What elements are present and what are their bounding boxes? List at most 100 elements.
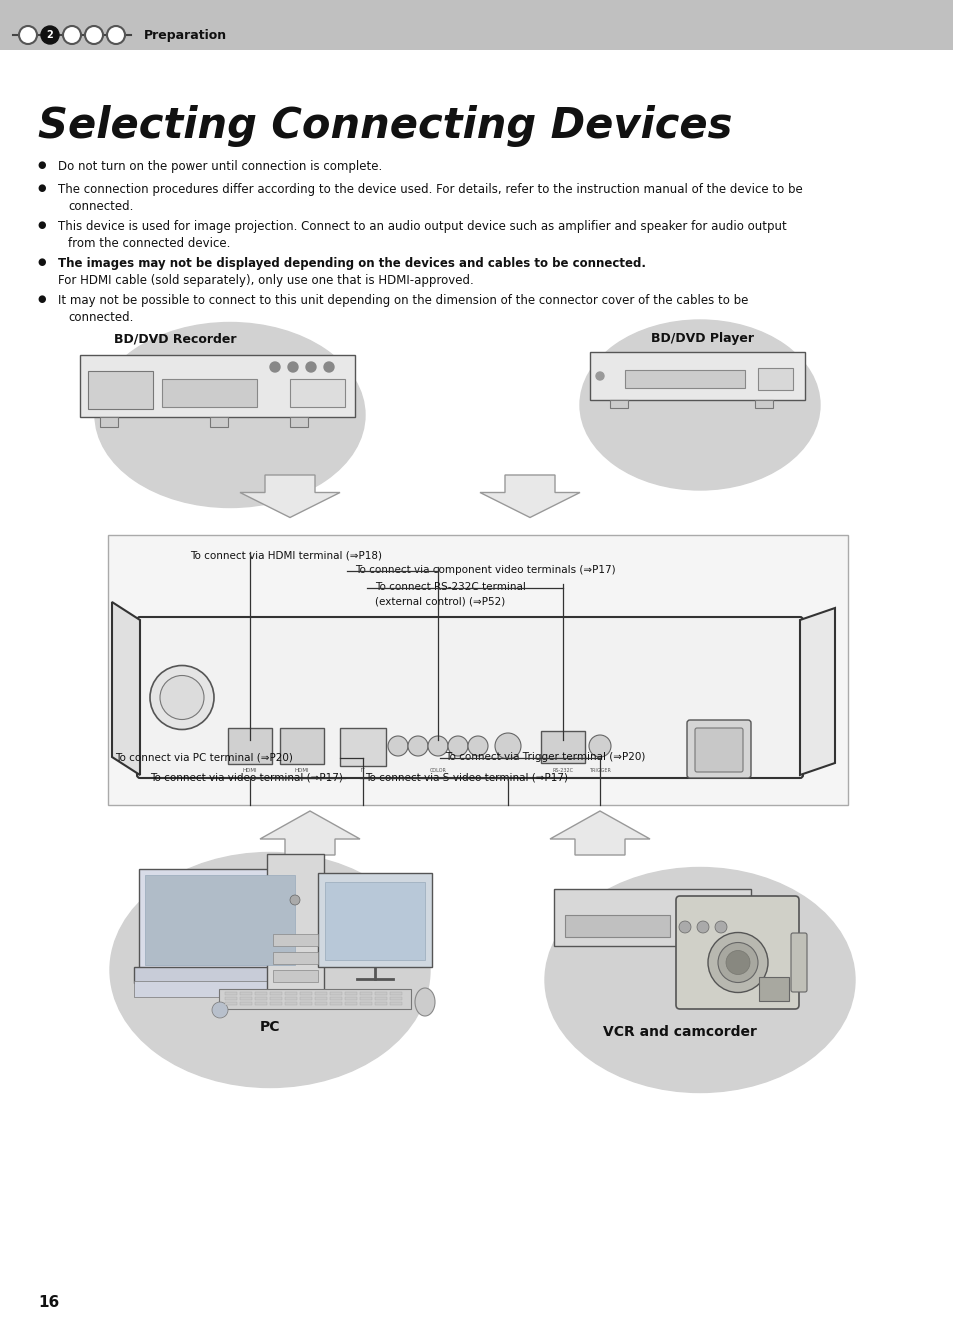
FancyBboxPatch shape bbox=[285, 998, 296, 1000]
Text: BD/DVD Recorder: BD/DVD Recorder bbox=[113, 332, 236, 345]
Circle shape bbox=[160, 675, 204, 719]
FancyBboxPatch shape bbox=[314, 1002, 327, 1006]
FancyBboxPatch shape bbox=[254, 998, 267, 1000]
FancyBboxPatch shape bbox=[225, 998, 236, 1000]
Text: from the connected device.: from the connected device. bbox=[68, 237, 230, 250]
FancyBboxPatch shape bbox=[285, 992, 296, 995]
Text: The images may not be displayed depending on the devices and cables to be connec: The images may not be displayed dependin… bbox=[58, 257, 645, 270]
Text: To connect via S-video terminal (⇒P17): To connect via S-video terminal (⇒P17) bbox=[365, 773, 567, 782]
Ellipse shape bbox=[544, 868, 854, 1093]
Circle shape bbox=[725, 951, 749, 975]
Circle shape bbox=[270, 362, 280, 372]
Text: The connection procedures differ according to the device used. For details, refe: The connection procedures differ accordi… bbox=[58, 183, 801, 195]
FancyBboxPatch shape bbox=[759, 977, 788, 1002]
Text: RS-232C: RS-232C bbox=[552, 769, 573, 773]
FancyBboxPatch shape bbox=[80, 355, 355, 416]
Circle shape bbox=[679, 921, 690, 933]
Circle shape bbox=[707, 932, 767, 992]
FancyBboxPatch shape bbox=[100, 416, 118, 427]
FancyBboxPatch shape bbox=[240, 1002, 252, 1006]
Text: Preparation: Preparation bbox=[144, 28, 227, 42]
FancyBboxPatch shape bbox=[390, 1002, 401, 1006]
Circle shape bbox=[19, 25, 37, 44]
FancyBboxPatch shape bbox=[137, 617, 802, 778]
Circle shape bbox=[306, 362, 315, 372]
FancyBboxPatch shape bbox=[345, 998, 356, 1000]
FancyBboxPatch shape bbox=[758, 368, 792, 390]
Bar bbox=[0, 0, 953, 50]
Circle shape bbox=[428, 736, 448, 757]
Text: IT: IT bbox=[360, 769, 365, 773]
Text: To connect RS-232C terminal: To connect RS-232C terminal bbox=[375, 582, 525, 592]
FancyBboxPatch shape bbox=[273, 935, 317, 945]
Polygon shape bbox=[112, 603, 140, 775]
Text: COLOR: COLOR bbox=[429, 769, 446, 773]
Polygon shape bbox=[550, 811, 649, 856]
Circle shape bbox=[63, 25, 81, 44]
FancyBboxPatch shape bbox=[359, 998, 372, 1000]
FancyBboxPatch shape bbox=[290, 379, 345, 407]
Text: ●: ● bbox=[38, 257, 46, 266]
Circle shape bbox=[495, 732, 520, 759]
Text: To connect via video terminal (⇒P17): To connect via video terminal (⇒P17) bbox=[150, 773, 342, 782]
FancyBboxPatch shape bbox=[375, 998, 387, 1000]
Text: VCR and camcorder: VCR and camcorder bbox=[602, 1024, 756, 1039]
FancyBboxPatch shape bbox=[564, 915, 669, 937]
FancyBboxPatch shape bbox=[145, 874, 294, 965]
Circle shape bbox=[212, 1002, 228, 1018]
FancyBboxPatch shape bbox=[273, 969, 317, 981]
Text: HDMI: HDMI bbox=[294, 769, 309, 773]
Text: connected.: connected. bbox=[68, 311, 133, 324]
Text: 2: 2 bbox=[47, 29, 53, 40]
FancyBboxPatch shape bbox=[390, 992, 401, 995]
FancyBboxPatch shape bbox=[162, 379, 256, 407]
Text: ●: ● bbox=[38, 295, 46, 304]
Ellipse shape bbox=[579, 320, 820, 490]
Text: To connect via component video terminals (⇒P17): To connect via component video terminals… bbox=[355, 565, 615, 574]
Circle shape bbox=[41, 25, 59, 44]
Ellipse shape bbox=[95, 323, 365, 507]
FancyBboxPatch shape bbox=[325, 882, 424, 960]
FancyBboxPatch shape bbox=[345, 1002, 356, 1006]
Circle shape bbox=[388, 736, 408, 757]
FancyBboxPatch shape bbox=[609, 400, 627, 408]
Text: To connect via HDMI terminal (⇒P18): To connect via HDMI terminal (⇒P18) bbox=[190, 550, 381, 560]
FancyBboxPatch shape bbox=[267, 854, 324, 991]
Text: BD/DVD Player: BD/DVD Player bbox=[651, 332, 754, 345]
Text: ●: ● bbox=[38, 183, 46, 193]
Text: Selecting Connecting Devices: Selecting Connecting Devices bbox=[38, 104, 732, 147]
Text: ●: ● bbox=[38, 159, 46, 170]
FancyBboxPatch shape bbox=[290, 416, 308, 427]
FancyBboxPatch shape bbox=[139, 869, 301, 971]
FancyBboxPatch shape bbox=[330, 998, 341, 1000]
FancyBboxPatch shape bbox=[254, 1002, 267, 1006]
Polygon shape bbox=[240, 475, 339, 517]
Text: Do not turn on the power until connection is complete.: Do not turn on the power until connectio… bbox=[58, 159, 382, 173]
FancyBboxPatch shape bbox=[133, 967, 306, 983]
Circle shape bbox=[290, 894, 299, 905]
FancyBboxPatch shape bbox=[270, 1002, 282, 1006]
Text: HDMI: HDMI bbox=[242, 769, 257, 773]
FancyBboxPatch shape bbox=[225, 992, 236, 995]
FancyBboxPatch shape bbox=[270, 998, 282, 1000]
FancyBboxPatch shape bbox=[314, 992, 327, 995]
FancyBboxPatch shape bbox=[589, 352, 804, 400]
Polygon shape bbox=[800, 608, 834, 775]
FancyBboxPatch shape bbox=[330, 992, 341, 995]
Text: It may not be possible to connect to this unit depending on the dimension of the: It may not be possible to connect to thi… bbox=[58, 295, 747, 307]
Polygon shape bbox=[479, 475, 579, 517]
FancyBboxPatch shape bbox=[254, 992, 267, 995]
Circle shape bbox=[596, 372, 603, 380]
FancyBboxPatch shape bbox=[317, 873, 432, 967]
FancyBboxPatch shape bbox=[375, 992, 387, 995]
FancyBboxPatch shape bbox=[88, 371, 152, 408]
FancyBboxPatch shape bbox=[299, 998, 312, 1000]
FancyBboxPatch shape bbox=[108, 536, 847, 805]
FancyBboxPatch shape bbox=[345, 992, 356, 995]
FancyBboxPatch shape bbox=[240, 992, 252, 995]
FancyBboxPatch shape bbox=[624, 370, 744, 388]
Circle shape bbox=[288, 362, 297, 372]
FancyBboxPatch shape bbox=[754, 400, 772, 408]
FancyBboxPatch shape bbox=[219, 990, 411, 1010]
FancyBboxPatch shape bbox=[686, 720, 750, 778]
